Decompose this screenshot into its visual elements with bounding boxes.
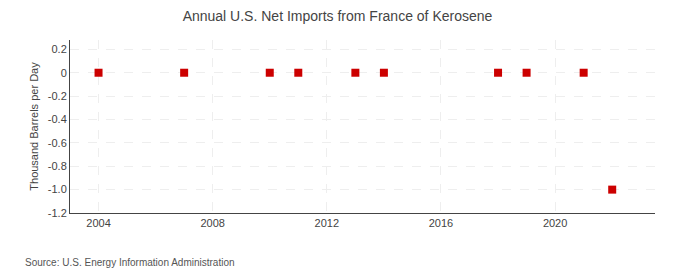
svg-text:2016: 2016 [429, 217, 453, 229]
svg-text:-1.2: -1.2 [48, 207, 67, 219]
svg-text:Source: U.S. Energy Informatio: Source: U.S. Energy Information Administ… [25, 257, 235, 268]
svg-text:Annual U.S. Net Imports from F: Annual U.S. Net Imports from France of K… [183, 8, 493, 24]
svg-text:-0.6: -0.6 [48, 137, 67, 149]
svg-text:2008: 2008 [200, 217, 224, 229]
svg-text:0.2: 0.2 [52, 43, 67, 55]
svg-text:-0.4: -0.4 [48, 113, 67, 125]
svg-text:-1.0: -1.0 [48, 183, 67, 195]
svg-text:-0.8: -0.8 [48, 160, 67, 172]
svg-text:2004: 2004 [86, 217, 110, 229]
svg-text:2012: 2012 [315, 217, 339, 229]
svg-text:-0.2: -0.2 [48, 90, 67, 102]
svg-text:Thousand Barrels per Day: Thousand Barrels per Day [28, 62, 40, 191]
svg-text:2020: 2020 [543, 217, 567, 229]
svg-text:0: 0 [61, 67, 67, 79]
